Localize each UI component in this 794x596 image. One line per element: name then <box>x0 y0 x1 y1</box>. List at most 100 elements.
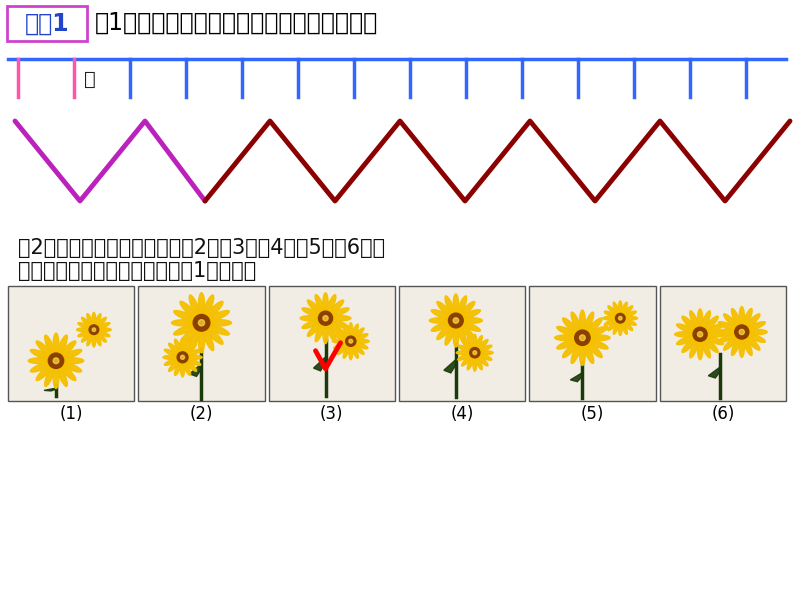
Ellipse shape <box>431 310 455 321</box>
Ellipse shape <box>608 306 620 318</box>
Ellipse shape <box>201 324 214 350</box>
Ellipse shape <box>183 349 201 358</box>
Text: (3): (3) <box>320 405 344 423</box>
Circle shape <box>739 330 745 334</box>
Ellipse shape <box>343 342 351 358</box>
Ellipse shape <box>743 322 765 332</box>
Ellipse shape <box>333 339 350 343</box>
Ellipse shape <box>175 358 183 375</box>
Ellipse shape <box>53 333 59 359</box>
Text: (1): (1) <box>60 405 83 423</box>
Ellipse shape <box>457 318 483 324</box>
Text: （1）下列图案可以由什么基本图形平移构成: （1）下列图案可以由什么基本图形平移构成 <box>95 11 378 35</box>
Ellipse shape <box>583 339 602 358</box>
Ellipse shape <box>202 322 229 335</box>
Ellipse shape <box>731 309 742 331</box>
Ellipse shape <box>621 311 636 318</box>
Ellipse shape <box>351 342 358 358</box>
Ellipse shape <box>690 311 700 333</box>
Circle shape <box>177 352 188 363</box>
Ellipse shape <box>621 306 633 318</box>
Ellipse shape <box>716 329 741 335</box>
Ellipse shape <box>180 302 201 322</box>
Ellipse shape <box>563 339 582 358</box>
Ellipse shape <box>352 339 369 343</box>
Ellipse shape <box>82 317 94 329</box>
Circle shape <box>697 331 703 337</box>
Ellipse shape <box>739 333 745 358</box>
Ellipse shape <box>183 358 197 371</box>
Ellipse shape <box>555 335 581 341</box>
Circle shape <box>343 333 359 349</box>
Ellipse shape <box>92 331 96 347</box>
Ellipse shape <box>445 322 456 345</box>
Circle shape <box>575 330 590 346</box>
Polygon shape <box>44 388 56 391</box>
Text: ？: ？ <box>84 70 96 88</box>
Ellipse shape <box>682 316 700 334</box>
Ellipse shape <box>92 312 96 329</box>
Ellipse shape <box>94 330 106 342</box>
Ellipse shape <box>94 317 106 329</box>
Ellipse shape <box>743 329 767 335</box>
Ellipse shape <box>349 322 353 340</box>
Ellipse shape <box>352 334 368 342</box>
Ellipse shape <box>739 306 745 331</box>
Ellipse shape <box>323 319 328 344</box>
Ellipse shape <box>202 311 229 323</box>
Ellipse shape <box>608 319 620 331</box>
Circle shape <box>193 315 210 331</box>
Circle shape <box>92 328 96 331</box>
Ellipse shape <box>461 340 474 352</box>
Circle shape <box>44 349 68 372</box>
Ellipse shape <box>201 295 214 321</box>
Ellipse shape <box>202 324 223 344</box>
Ellipse shape <box>56 341 76 360</box>
Circle shape <box>467 344 483 361</box>
Ellipse shape <box>183 339 191 356</box>
Ellipse shape <box>457 353 474 360</box>
Ellipse shape <box>180 338 185 356</box>
Circle shape <box>613 311 628 325</box>
Ellipse shape <box>571 339 583 364</box>
Ellipse shape <box>580 310 585 336</box>
Ellipse shape <box>457 320 480 331</box>
Ellipse shape <box>82 330 94 342</box>
Polygon shape <box>444 359 456 373</box>
Ellipse shape <box>697 309 703 333</box>
Ellipse shape <box>430 318 455 324</box>
Ellipse shape <box>475 336 482 352</box>
Ellipse shape <box>445 296 456 319</box>
Ellipse shape <box>326 318 349 328</box>
Ellipse shape <box>701 334 723 344</box>
Ellipse shape <box>302 308 325 318</box>
Ellipse shape <box>198 293 205 321</box>
Ellipse shape <box>563 318 582 337</box>
Ellipse shape <box>203 319 232 326</box>
Ellipse shape <box>456 322 467 345</box>
Ellipse shape <box>37 361 56 381</box>
Ellipse shape <box>168 358 182 371</box>
Text: (4): (4) <box>450 405 474 423</box>
Circle shape <box>619 316 622 320</box>
Ellipse shape <box>30 349 55 361</box>
Ellipse shape <box>326 294 336 317</box>
Ellipse shape <box>700 336 711 358</box>
Ellipse shape <box>163 355 182 359</box>
Ellipse shape <box>94 313 101 329</box>
Ellipse shape <box>326 308 349 318</box>
Ellipse shape <box>620 319 627 334</box>
Ellipse shape <box>174 322 200 335</box>
Polygon shape <box>190 364 202 377</box>
Ellipse shape <box>742 333 752 356</box>
Circle shape <box>570 326 595 350</box>
Text: (6): (6) <box>711 405 734 423</box>
Ellipse shape <box>700 311 711 333</box>
Ellipse shape <box>189 295 202 321</box>
Text: （2）在下面的六幅图案中，（2）（3）（4）（5）（6）中: （2）在下面的六幅图案中，（2）（3）（4）（5）（6）中 <box>18 238 385 258</box>
Ellipse shape <box>571 312 583 337</box>
Ellipse shape <box>175 339 183 356</box>
Ellipse shape <box>333 341 350 349</box>
Circle shape <box>318 311 333 325</box>
Ellipse shape <box>457 302 475 320</box>
